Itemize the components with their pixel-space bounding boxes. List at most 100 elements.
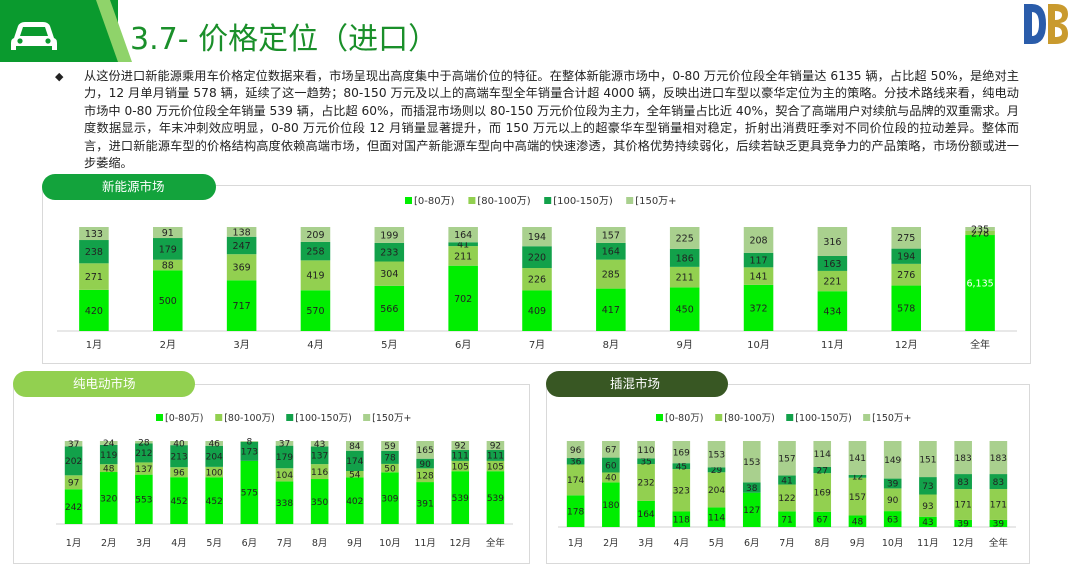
bar-segment	[891, 285, 921, 331]
legend-label-1: [80-100万)	[224, 413, 275, 424]
legend-label-1: [80-100万)	[477, 196, 530, 207]
x-tick-label: 4月	[307, 339, 323, 351]
data-label: 578	[897, 304, 915, 315]
bar-segment	[954, 441, 972, 475]
data-label: 452	[170, 497, 187, 507]
data-label: 180	[602, 501, 619, 511]
data-label: 43	[922, 518, 933, 528]
bar-segment	[989, 474, 1008, 490]
legend-swatch-0	[405, 197, 412, 204]
chart-title-pill-nev: 新能源市场	[42, 174, 216, 200]
bar-segment	[451, 441, 470, 451]
data-label: 29	[711, 466, 723, 476]
bar-segment	[416, 441, 434, 459]
data-label: 39	[887, 480, 899, 490]
data-label: 36	[570, 457, 582, 467]
x-tick-label: 12月	[895, 339, 918, 351]
legend-label-3: [150万+	[635, 196, 676, 207]
data-label: 372	[749, 303, 767, 314]
bar-segment	[448, 227, 478, 243]
bar-segment	[381, 450, 399, 464]
x-tick-label: 6月	[744, 538, 760, 549]
data-label: 247	[233, 241, 251, 252]
data-label: 570	[306, 306, 324, 317]
data-label: 37	[68, 440, 79, 450]
x-tick-label: 3月	[638, 538, 654, 549]
x-tick-label: 7月	[277, 538, 293, 549]
bar-segment	[954, 489, 972, 520]
bar-segment	[170, 477, 188, 524]
header-bar: 3.7- 价格定位（进口）	[0, 0, 1073, 68]
bar-segment	[669, 248, 700, 267]
bar-segment	[240, 460, 259, 524]
bar-segment	[566, 464, 585, 496]
data-label: 369	[233, 263, 251, 274]
x-tick-label: 3月	[233, 339, 249, 351]
bar-segment	[919, 477, 937, 495]
data-label: 238	[85, 247, 103, 258]
data-label: 434	[823, 307, 841, 318]
chart-title-pill-phev: 插混市场	[546, 371, 728, 397]
data-label: 92	[455, 442, 466, 452]
header-stripe	[96, 0, 132, 62]
legend-swatch-3	[863, 414, 871, 421]
x-tick-label: 8月	[312, 538, 328, 549]
bar-segment	[742, 482, 761, 493]
bar-segment	[374, 285, 405, 331]
x-tick-label: 11月	[414, 538, 436, 549]
bar-segment	[64, 441, 83, 447]
legend-label-0: [0-80万)	[665, 413, 703, 424]
bar-segment	[848, 515, 867, 527]
bar-segment	[451, 450, 470, 461]
bar-segment	[153, 238, 183, 260]
bar-segment	[672, 441, 691, 464]
data-label: 420	[85, 306, 103, 317]
legend-swatch-1	[215, 414, 223, 421]
x-tick-label: 10月	[882, 538, 904, 549]
bar-segment	[486, 471, 505, 524]
data-label: 199	[380, 230, 398, 241]
data-label: 100	[206, 468, 223, 478]
bar-segment	[778, 484, 796, 512]
x-tick-label: 9月	[850, 538, 866, 549]
data-label: 46	[208, 440, 220, 450]
bar-segment	[596, 288, 626, 331]
data-label: 122	[778, 494, 795, 504]
bar-segment	[965, 227, 995, 231]
x-tick-label: 2月	[160, 339, 176, 351]
data-label: 96	[173, 468, 185, 478]
bar-segment	[743, 267, 774, 285]
brand-logo-icon	[1024, 4, 1068, 44]
page-title: 3.7- 价格定位（进口）	[130, 22, 439, 57]
data-label: 48	[852, 517, 864, 527]
bar-segment	[965, 230, 995, 236]
x-tick-label: 全年	[989, 537, 1009, 549]
bar-segment	[300, 227, 331, 242]
bar-segment	[707, 467, 726, 473]
data-label: 204	[708, 486, 725, 496]
chart-bev: [0-80万) [80-100万) [100-150万) [150万+ 1月 242 97 2…	[56, 413, 513, 549]
x-tick-label: 4月	[171, 538, 187, 549]
bar-segment	[672, 511, 691, 527]
data-label: 73	[922, 482, 933, 492]
bar-segment	[848, 441, 867, 475]
data-label: 539	[487, 494, 504, 504]
data-label: 183	[990, 454, 1007, 464]
data-label: 202	[65, 457, 82, 467]
data-label: 24	[103, 439, 115, 449]
data-label: 8	[246, 438, 252, 448]
bar-segment	[79, 289, 109, 331]
bar-segment	[813, 467, 832, 474]
x-tick-label: 7月	[779, 538, 795, 549]
bar-segment	[813, 511, 832, 527]
data-label: 28	[138, 438, 150, 448]
data-label: 40	[173, 439, 185, 449]
bar-segment	[989, 441, 1008, 475]
bar-segment	[707, 441, 726, 468]
x-tick-label: 8月	[603, 339, 619, 351]
data-label: 212	[135, 449, 152, 459]
data-label: 173	[241, 448, 258, 458]
data-label: 91	[162, 228, 174, 239]
bar-segment	[451, 471, 470, 524]
bar-segment	[669, 266, 700, 288]
